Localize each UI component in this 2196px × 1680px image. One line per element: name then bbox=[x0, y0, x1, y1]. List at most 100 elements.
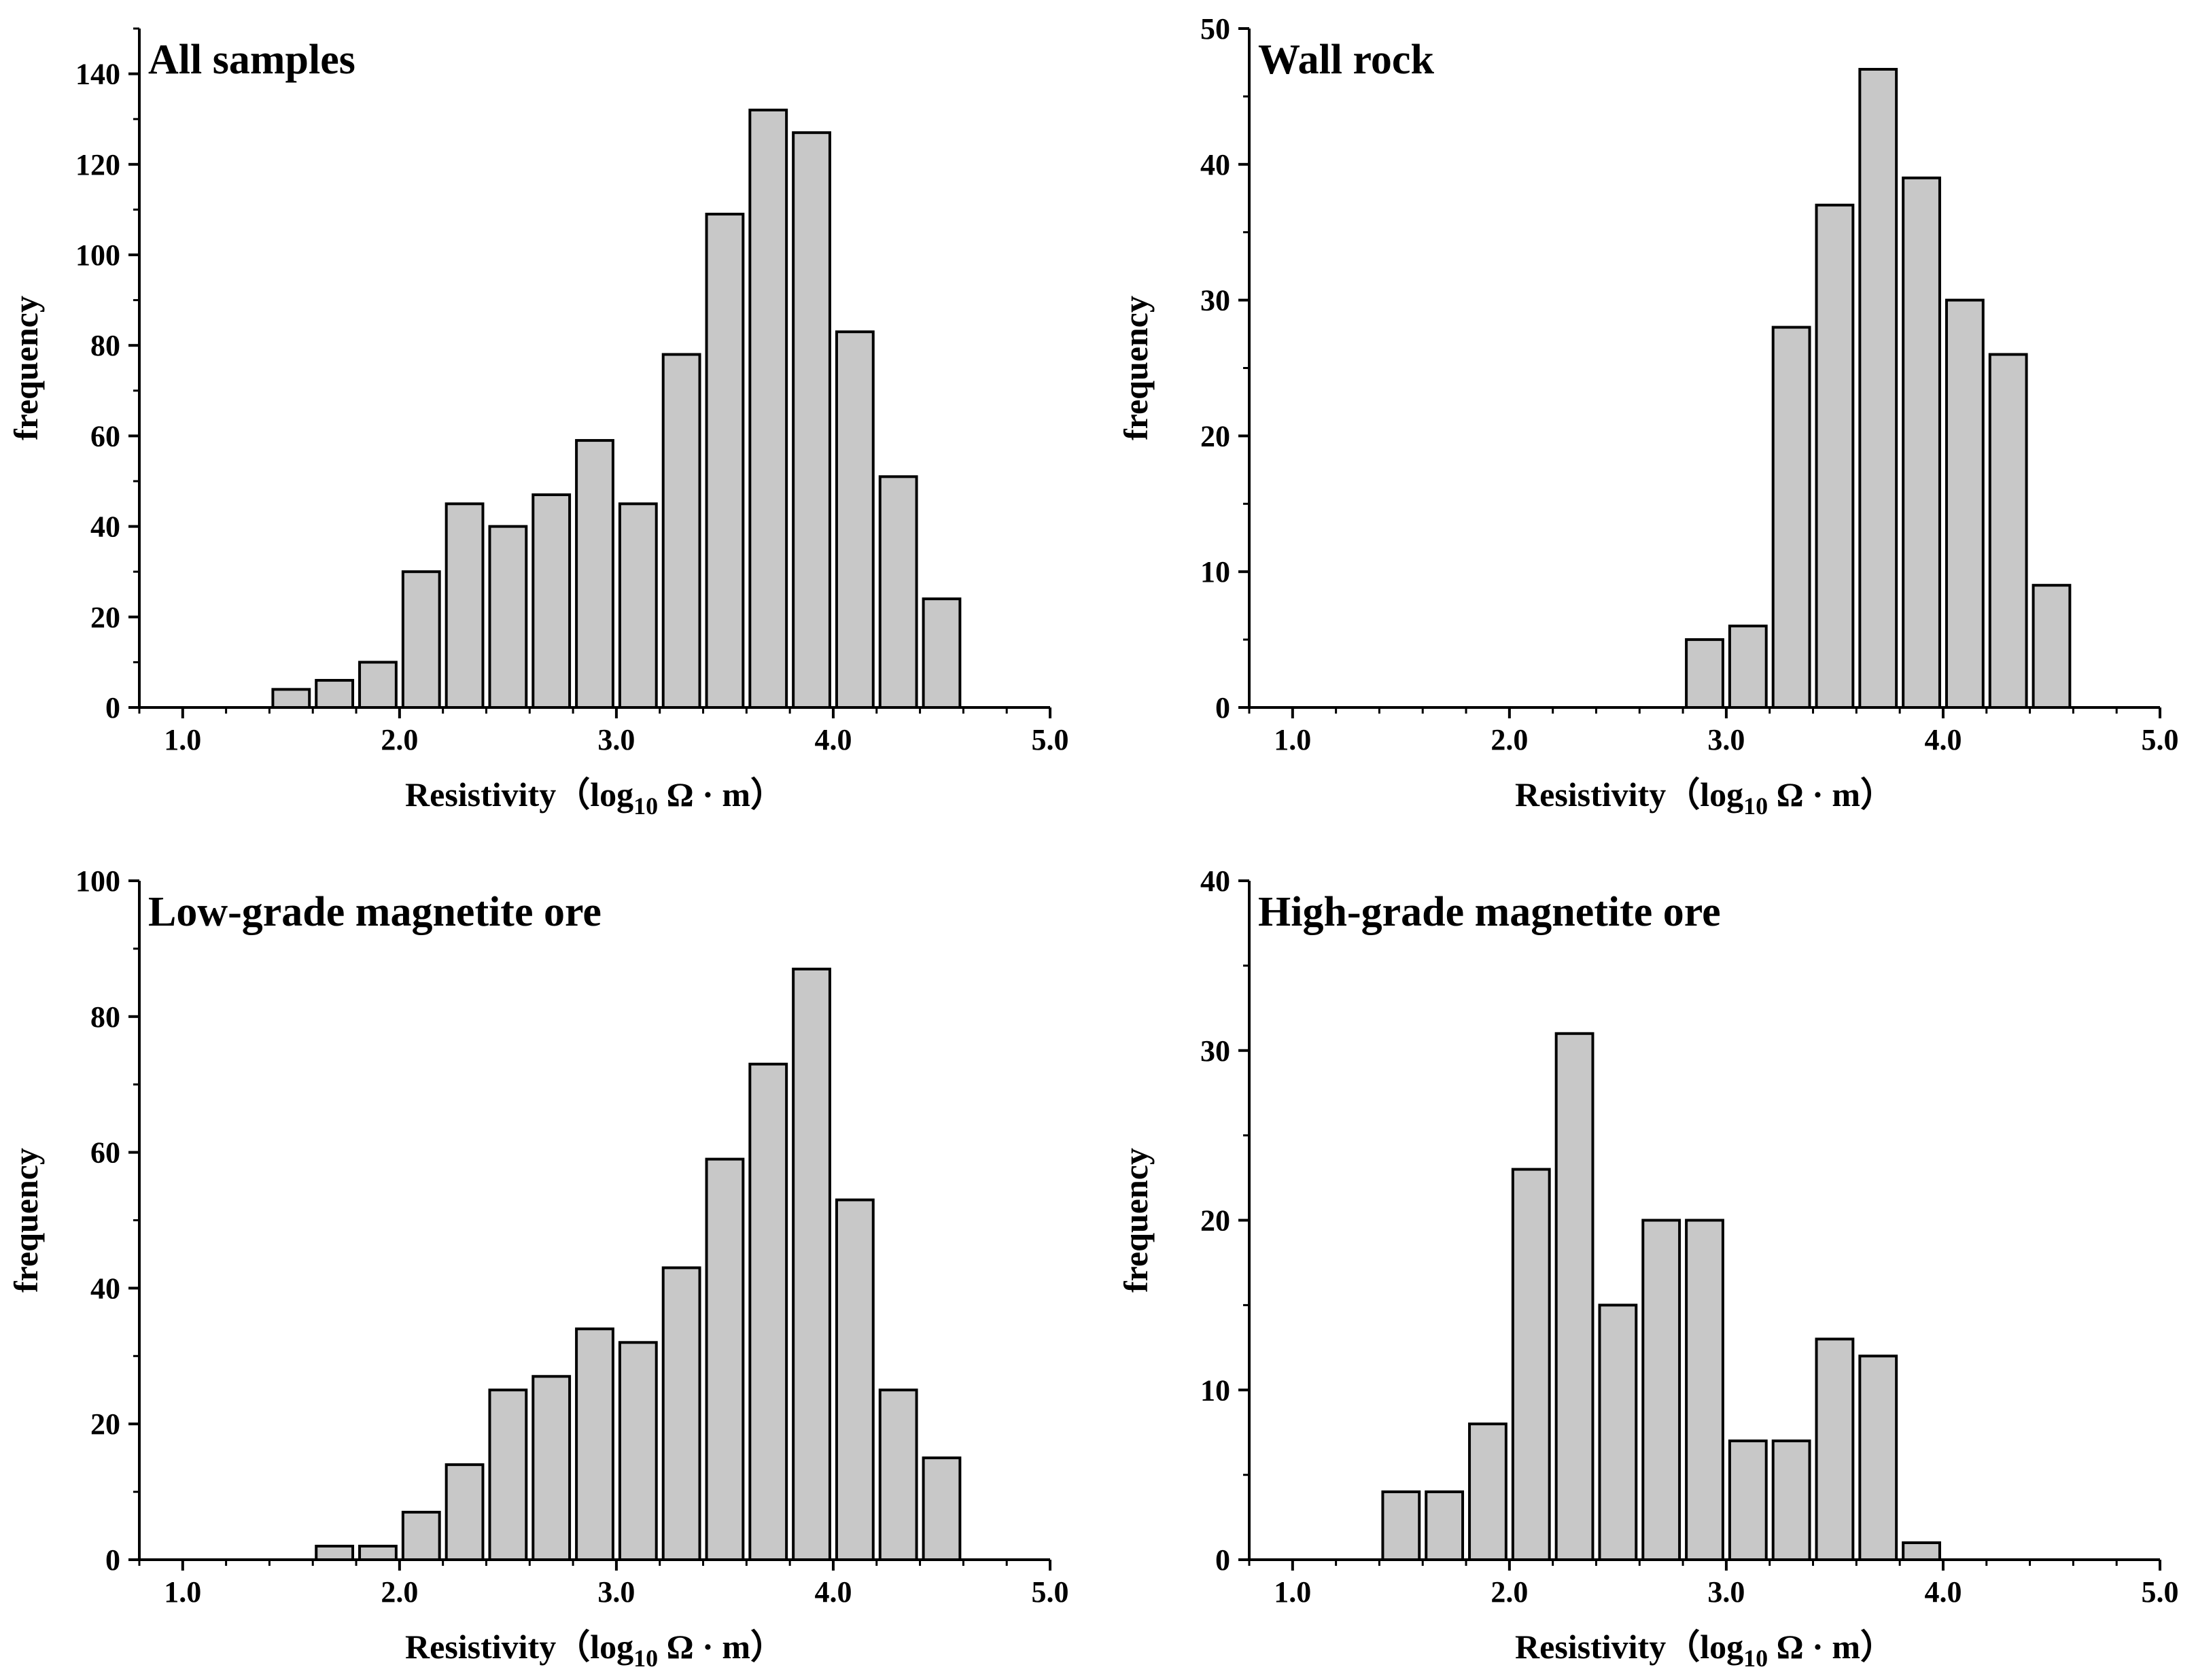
histogram-bar bbox=[878, 475, 918, 710]
histogram-bar bbox=[835, 330, 875, 710]
x-tick-label: 5.0 bbox=[1032, 1575, 1069, 1609]
y-tick-label: 30 bbox=[1200, 284, 1230, 317]
x-axis-title-unit: Ω · m） bbox=[1768, 775, 1894, 813]
x-tick-label: 4.0 bbox=[814, 1575, 852, 1609]
histogram-bar bbox=[1425, 1490, 1465, 1562]
y-tick-label: 40 bbox=[1200, 148, 1230, 181]
histogram-bar bbox=[1468, 1422, 1507, 1561]
histogram-bar bbox=[575, 439, 614, 709]
histogram-bar bbox=[315, 1545, 355, 1562]
x-axis-title-subscript: 10 bbox=[1743, 1645, 1768, 1672]
histogram-bar bbox=[1815, 1337, 1855, 1561]
x-tick-label: 2.0 bbox=[1491, 1575, 1528, 1609]
histogram-bar bbox=[1902, 1541, 1941, 1561]
y-axis-title: frequency bbox=[1117, 296, 1155, 440]
chart-panel-3: 0 20 40 60 80 100 1.0 2.0 3.0 4.0 5.0 Low-grade mag… bbox=[7, 864, 1069, 1672]
y-tick-label: 20 bbox=[1200, 1204, 1230, 1238]
y-tick-label: 100 bbox=[75, 239, 120, 272]
y-axis-title: frequency bbox=[7, 1148, 45, 1293]
y-tick-label: 0 bbox=[105, 1543, 120, 1577]
histogram-bar bbox=[401, 1511, 441, 1562]
histogram-bar bbox=[445, 1463, 485, 1561]
histogram-bar bbox=[1641, 1219, 1681, 1561]
y-tick-label: 80 bbox=[90, 329, 120, 362]
y-tick-label: 40 bbox=[1200, 864, 1230, 898]
x-tick-label: 1.0 bbox=[1274, 1575, 1311, 1609]
histogram-bar bbox=[1771, 326, 1811, 709]
histogram-bar bbox=[1511, 1168, 1551, 1561]
histogram-bar bbox=[1858, 1354, 1898, 1562]
x-tick-label: 2.0 bbox=[381, 1575, 418, 1609]
x-tick-label: 3.0 bbox=[1707, 1575, 1745, 1609]
histogram-bar bbox=[1554, 1032, 1594, 1561]
y-axis-title: frequency bbox=[7, 296, 45, 440]
histogram-bar bbox=[661, 1266, 701, 1562]
histogram-bar bbox=[1902, 176, 1941, 709]
y-tick-label: 100 bbox=[75, 864, 120, 898]
y-tick-label: 10 bbox=[1200, 1373, 1230, 1407]
histogram-bar bbox=[705, 213, 745, 709]
histogram-bar bbox=[1988, 353, 2028, 709]
x-tick-label: 5.0 bbox=[2142, 723, 2179, 756]
x-tick-label: 2.0 bbox=[1491, 723, 1528, 756]
y-tick-label: 20 bbox=[90, 601, 120, 634]
histogram-bar bbox=[878, 1388, 918, 1561]
y-tick-label: 20 bbox=[1200, 419, 1230, 453]
x-axis-title-text: Resistivity（log bbox=[405, 1628, 633, 1666]
histogram-bar bbox=[1815, 203, 1855, 709]
histogram-bar bbox=[661, 353, 701, 709]
x-axis-title: Resistivity（log10 Ω · m） bbox=[1515, 775, 1894, 820]
x-axis-title: Resistivity（log10 Ω · m） bbox=[405, 775, 784, 820]
x-axis-title-subscript: 10 bbox=[1743, 792, 1768, 820]
x-axis-title-text: Resistivity（log bbox=[1515, 775, 1743, 813]
y-tick-label: 20 bbox=[90, 1407, 120, 1441]
histogram-bar bbox=[1858, 67, 1898, 709]
y-tick-label: 50 bbox=[1200, 12, 1230, 46]
x-tick-label: 3.0 bbox=[597, 1575, 635, 1609]
panel-title: Low-grade magnetite ore bbox=[148, 889, 602, 935]
x-tick-label: 4.0 bbox=[814, 723, 852, 756]
x-tick-label: 1.0 bbox=[164, 1575, 201, 1609]
x-axis-title-unit: Ω · m） bbox=[1768, 1628, 1894, 1666]
x-axis-title-text: Resistivity（log bbox=[405, 775, 633, 813]
y-tick-label: 0 bbox=[1215, 691, 1230, 724]
y-tick-label: 10 bbox=[1200, 555, 1230, 589]
histogram-bar bbox=[748, 1062, 788, 1561]
y-tick-label: 40 bbox=[90, 510, 120, 544]
x-tick-label: 3.0 bbox=[597, 723, 635, 756]
y-tick-label: 120 bbox=[75, 148, 120, 181]
x-axis-title-text: Resistivity（log bbox=[1515, 1628, 1743, 1666]
y-axis-title: frequency bbox=[1117, 1148, 1155, 1293]
x-axis-title-unit: Ω · m） bbox=[658, 1628, 784, 1666]
histogram-bar bbox=[488, 525, 528, 709]
panel-title: High-grade magnetite ore bbox=[1258, 889, 1721, 935]
panel-title: All samples bbox=[148, 37, 355, 83]
histogram-bar bbox=[1728, 625, 1768, 709]
y-tick-label: 60 bbox=[90, 1136, 120, 1170]
x-axis-title-unit: Ω · m） bbox=[658, 775, 784, 813]
histogram-bar bbox=[1685, 1219, 1724, 1561]
histogram-bar bbox=[922, 597, 962, 709]
histogram-bar bbox=[488, 1388, 528, 1561]
histogram-bar bbox=[2032, 584, 2072, 709]
histogram-bar bbox=[835, 1198, 875, 1561]
x-tick-label: 1.0 bbox=[164, 723, 201, 756]
chart-panel-1: 0 20 40 60 80 100 120 140 1.0 2.0 3.0 4.0 5.0 All sam… bbox=[7, 27, 1069, 820]
x-tick-label: 3.0 bbox=[1707, 723, 1745, 756]
panel-title: Wall rock bbox=[1258, 37, 1434, 83]
histogram-bar bbox=[1381, 1490, 1421, 1562]
x-tick-label: 5.0 bbox=[2142, 1575, 2179, 1609]
histogram-bar bbox=[705, 1157, 745, 1561]
y-tick-label: 30 bbox=[1200, 1034, 1230, 1068]
x-axis-title: Resistivity（log10 Ω · m） bbox=[1515, 1628, 1894, 1672]
histogram-bar bbox=[1598, 1303, 1638, 1561]
histogram-bar bbox=[575, 1327, 614, 1561]
histogram-bar bbox=[1945, 298, 1985, 710]
y-tick-label: 0 bbox=[105, 691, 120, 724]
x-tick-label: 2.0 bbox=[381, 723, 418, 756]
histogram-bar bbox=[1771, 1439, 1811, 1562]
x-axis-title-subscript: 10 bbox=[633, 792, 658, 820]
x-tick-label: 4.0 bbox=[1924, 723, 1962, 756]
histogram-bar bbox=[1728, 1439, 1768, 1562]
histogram-bar bbox=[531, 1375, 572, 1562]
